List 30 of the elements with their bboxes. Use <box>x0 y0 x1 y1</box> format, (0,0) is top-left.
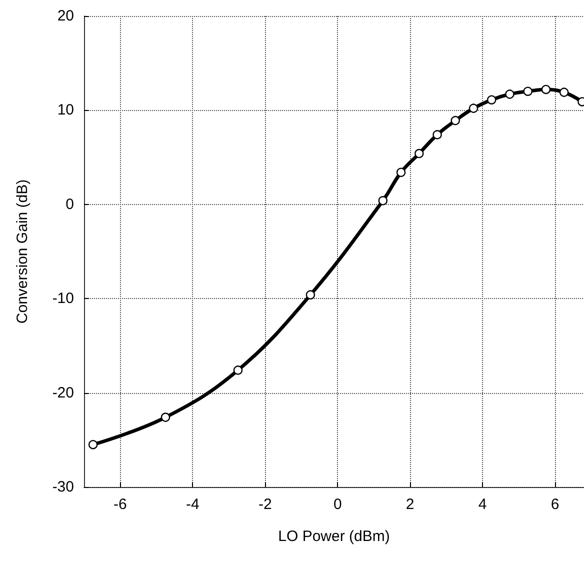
point <box>378 196 388 206</box>
point <box>505 90 514 99</box>
point <box>559 88 569 97</box>
x-tick-label: 0 <box>333 496 342 513</box>
point <box>468 104 478 113</box>
y-tick-label: -20 <box>52 384 74 402</box>
y-tick-label: -10 <box>52 290 74 308</box>
point <box>396 168 406 177</box>
y-tick-label: 0 <box>66 196 74 213</box>
point <box>160 412 170 422</box>
y-tick-label: -30 <box>52 478 74 496</box>
x-tick-label: -4 <box>186 496 200 513</box>
x-tick-label: -6 <box>114 496 127 513</box>
point <box>233 366 243 375</box>
x-tick-label: 4 <box>478 496 487 513</box>
x-tick-label: 2 <box>406 496 414 513</box>
point <box>88 440 98 450</box>
point <box>523 86 532 96</box>
point <box>541 84 551 94</box>
y-axis-title: Conversion Gain (dB) <box>14 179 31 324</box>
x-tick-label: -2 <box>258 496 272 513</box>
point <box>487 95 496 104</box>
point <box>414 148 424 158</box>
point <box>306 290 316 300</box>
y-tick-label: 10 <box>57 102 74 119</box>
x-axis-title: LO Power (dBm) <box>278 528 390 545</box>
point <box>450 116 460 126</box>
x-tick-label: 6 <box>550 496 560 513</box>
y-tick-label: 20 <box>57 8 74 24</box>
point <box>432 130 442 140</box>
